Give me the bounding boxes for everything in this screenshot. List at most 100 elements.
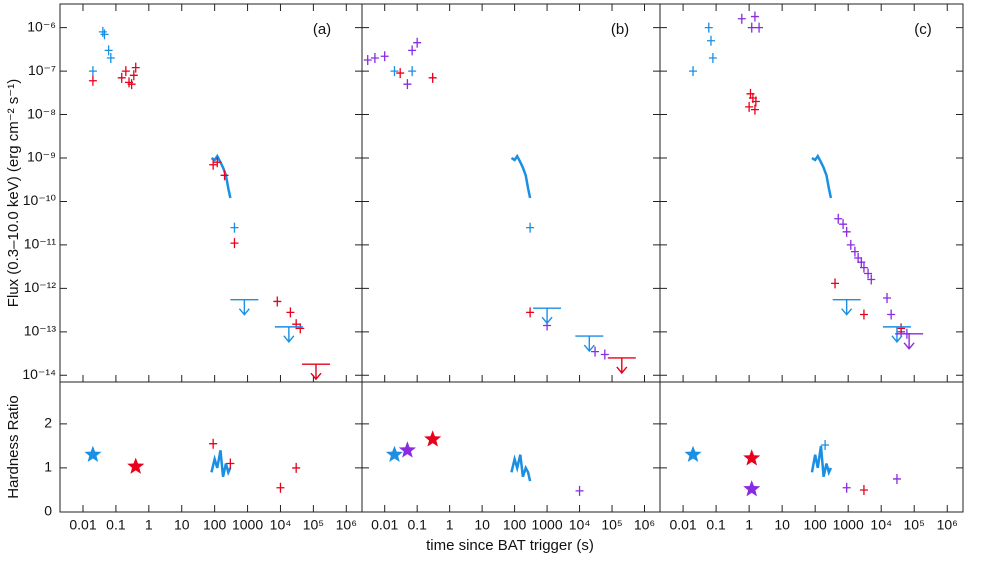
star-point [84, 445, 102, 462]
data-point [88, 75, 97, 86]
data-point [892, 473, 901, 484]
data-point [117, 72, 126, 83]
data-point [859, 484, 868, 495]
data-point [864, 268, 873, 279]
star-point [684, 445, 702, 462]
upper-limit [301, 363, 330, 381]
x-tick-label: 10⁴ [270, 517, 292, 533]
x-tick-label: 100 [503, 517, 527, 533]
data-point [428, 72, 437, 83]
flux-y-tick-label: 10⁻¹¹ [24, 236, 57, 252]
x-tick-label: 1 [745, 517, 753, 533]
x-tick-label: 0.1 [407, 517, 427, 533]
data-point [276, 482, 285, 493]
data-point [230, 222, 239, 233]
data-point [380, 51, 389, 62]
data-point [846, 239, 855, 250]
data-point [867, 274, 876, 285]
data-point [98, 26, 107, 37]
data-point [526, 307, 535, 318]
data-point [834, 213, 843, 224]
data-point [390, 66, 399, 77]
x-tick-label: 0.1 [706, 517, 726, 533]
data-point [403, 79, 412, 90]
x-tick-label: 1000 [833, 517, 864, 533]
data-point [273, 296, 282, 307]
x-tick-label: 10 [174, 517, 190, 533]
data-curve [210, 450, 232, 478]
data-point [842, 482, 851, 493]
upper-limit [274, 326, 303, 343]
x-tick-label: 100 [203, 517, 227, 533]
hr-y-tick-label: 1 [44, 459, 52, 475]
x-tick-label: 1 [145, 517, 153, 533]
panel-label: (c) [914, 21, 932, 38]
x-tick-label: 100 [803, 517, 827, 533]
x-tick-label: 10⁵ [601, 517, 622, 533]
data-point [831, 278, 840, 289]
data-point [408, 45, 417, 56]
data-point [408, 66, 417, 77]
data-point [292, 462, 301, 473]
data-point [708, 53, 717, 64]
upper-limit [230, 298, 259, 316]
x-tick-label: 0.1 [106, 517, 126, 533]
data-point [209, 159, 218, 170]
data-curve [210, 153, 232, 199]
data-point [226, 458, 235, 469]
x-tick-label: 10⁵ [303, 517, 324, 533]
data-point [747, 22, 756, 33]
data-curve [510, 454, 532, 482]
data-point [106, 53, 115, 64]
data-point [104, 45, 113, 56]
data-point [526, 222, 535, 233]
data-point [859, 262, 868, 273]
flux-y-tick-label: 10⁻⁷ [28, 62, 56, 78]
flux-y-tick-label: 10⁻¹³ [24, 323, 57, 339]
star-point [743, 449, 761, 466]
data-point [850, 246, 859, 257]
data-point [821, 440, 830, 451]
data-point [131, 62, 140, 73]
data-point [897, 323, 906, 334]
data-point [127, 79, 136, 90]
data-point [883, 293, 892, 304]
data-point [121, 66, 130, 77]
star-point [385, 445, 403, 462]
flux-axis-label: Flux (0.3–10.0 keV) (erg cm⁻² s⁻¹) [5, 79, 22, 307]
data-point [737, 13, 746, 24]
flux-y-tick-label: 10⁻¹⁴ [22, 366, 56, 382]
data-point [575, 485, 584, 496]
data-point [704, 22, 713, 33]
upper-limit [895, 333, 924, 350]
data-point [750, 104, 759, 115]
data-point [706, 35, 715, 46]
x-tick-label: 10 [474, 517, 490, 533]
data-point [413, 37, 422, 48]
data-point [88, 66, 97, 77]
data-point [286, 307, 295, 318]
data-point [859, 309, 868, 320]
upper-limit [575, 335, 604, 353]
x-axis-label: time since BAT trigger (s) [426, 537, 594, 554]
x-tick-label: 0.01 [371, 517, 398, 533]
x-tick-label: 1 [446, 517, 454, 533]
data-point [396, 68, 405, 79]
data-point [745, 101, 754, 112]
data-point [129, 70, 138, 81]
star-point [127, 457, 145, 474]
flux-y-tick-label: 10⁻⁹ [27, 149, 56, 165]
data-point [209, 438, 218, 449]
flux-y-tick-label: 10⁻⁶ [27, 18, 56, 34]
data-curve [811, 153, 833, 199]
panel: (c) 0.01 0.1 1 10 100 1000 10⁴ 10⁵ 10⁶ [659, 3, 964, 533]
data-point [857, 257, 866, 268]
x-tick-label: 0.01 [669, 517, 696, 533]
flux-y-tick-label: 10⁻¹⁰ [23, 192, 57, 208]
x-tick-label: 0.01 [69, 517, 96, 533]
data-point [591, 346, 600, 357]
flux-y-tick-label: 10⁻⁸ [27, 105, 56, 121]
data-point [751, 96, 760, 107]
